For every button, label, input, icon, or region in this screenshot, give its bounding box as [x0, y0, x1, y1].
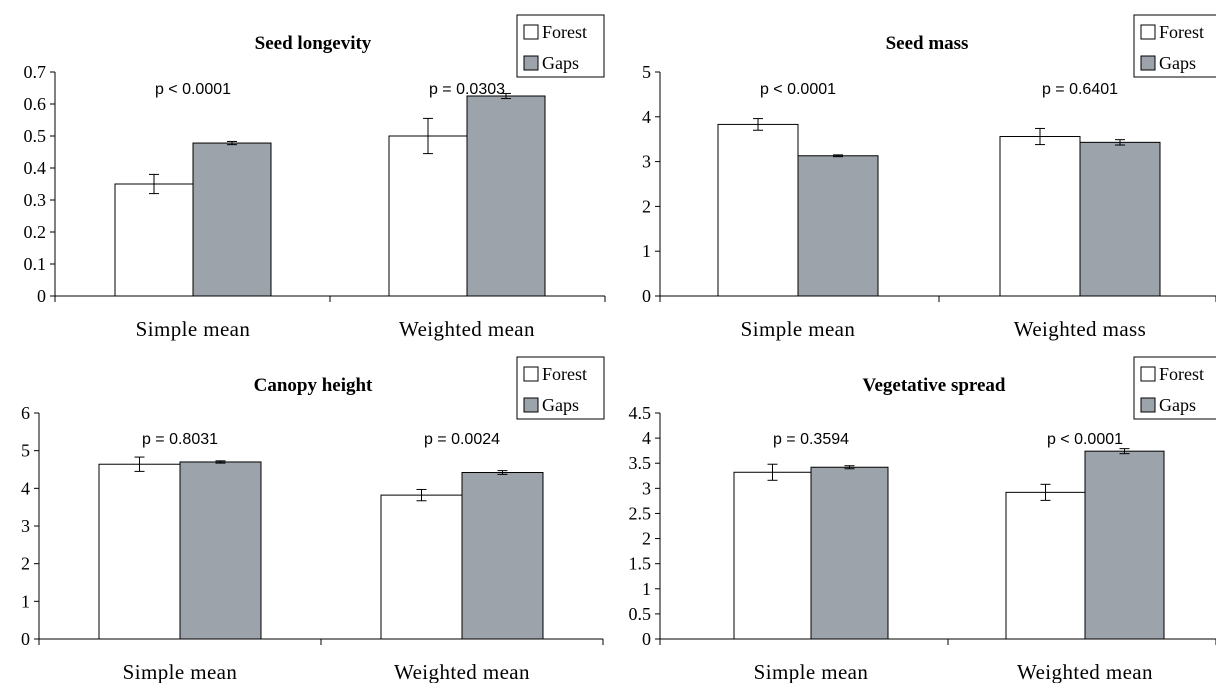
category-label: Weighted mean: [1017, 660, 1153, 683]
y-tick-label: 3: [642, 152, 651, 172]
bar-forest-1: [999, 136, 1081, 297]
category-label: Weighted mean: [394, 660, 530, 683]
legend-swatch-gaps: [1140, 397, 1156, 413]
category-label: Weighted mean: [399, 317, 535, 341]
chart-title: Vegetative spread: [862, 375, 1005, 396]
y-tick-label: 0.7: [24, 62, 47, 82]
bar-forest-0: [717, 123, 799, 297]
legend-label: Gaps: [1159, 395, 1196, 415]
y-tick-label: 1.5: [629, 554, 652, 574]
y-tick-label: 0.2: [24, 222, 47, 242]
bar-forest-1: [1005, 491, 1086, 640]
bar-gaps-1: [461, 472, 544, 640]
p-value-annotation: p < 0.0001: [1047, 431, 1123, 448]
p-value-annotation: p = 0.3594: [773, 431, 849, 448]
y-tick-label: 0.5: [629, 604, 652, 624]
p-value-annotation: p = 0.6401: [1042, 81, 1118, 98]
legend-swatch-gaps: [1140, 55, 1156, 71]
y-tick-label: 0.6: [24, 94, 47, 114]
bar-gaps-1: [1084, 450, 1165, 640]
bar-gaps-1: [466, 95, 546, 297]
legend-label: Forest: [542, 22, 587, 42]
legend-swatch-gaps: [523, 397, 539, 413]
bar-gaps-0: [797, 155, 879, 297]
y-tick-label: 4: [642, 428, 651, 448]
y-tick-label: 0: [21, 629, 30, 649]
bar-gaps-0: [810, 466, 889, 640]
bar-gaps-0: [192, 142, 272, 297]
p-value-annotation: p = 0.0303: [429, 81, 505, 98]
legend-label: Forest: [1159, 22, 1204, 42]
legend-swatch-gaps: [523, 55, 539, 71]
legend-label: Gaps: [542, 53, 579, 73]
bar-gaps-1: [1079, 141, 1161, 297]
y-tick-label: 2.5: [629, 503, 652, 523]
legend-label: Gaps: [542, 395, 579, 415]
bar-forest-1: [380, 494, 463, 640]
y-tick-label: 5: [21, 441, 30, 461]
y-tick-label: 0: [37, 286, 46, 306]
category-label: Weighted mass: [1014, 317, 1146, 341]
bar-forest-0: [114, 183, 194, 297]
y-tick-label: 1: [21, 591, 30, 611]
y-tick-label: 0.5: [24, 126, 47, 146]
y-tick-label: 1: [642, 241, 651, 261]
y-tick-label: 2: [642, 196, 651, 216]
legend-label: Forest: [542, 364, 587, 384]
chart-title: Canopy height: [254, 375, 373, 396]
bar-forest-0: [98, 463, 181, 640]
category-label: Simple mean: [754, 660, 869, 683]
y-tick-label: 4.5: [629, 403, 652, 423]
y-tick-label: 2: [21, 554, 30, 574]
category-label: Simple mean: [136, 317, 251, 341]
p-value-annotation: p = 0.8031: [142, 431, 218, 448]
y-tick-label: 0.3: [24, 190, 47, 210]
y-tick-label: 4: [21, 478, 30, 498]
y-tick-label: 4: [642, 107, 651, 127]
legend-label: Gaps: [1159, 53, 1196, 73]
category-label: Simple mean: [741, 317, 856, 341]
y-tick-label: 0: [642, 629, 651, 649]
y-tick-label: 0.1: [24, 254, 47, 274]
y-tick-label: 3.5: [629, 453, 652, 473]
y-tick-label: 3: [21, 516, 30, 536]
p-value-annotation: p < 0.0001: [760, 81, 836, 98]
legend-swatch-forest: [523, 366, 539, 382]
p-value-annotation: p < 0.0001: [155, 81, 231, 98]
y-tick-label: 1: [642, 579, 651, 599]
y-tick-label: 5: [642, 62, 651, 82]
category-label: Simple mean: [123, 660, 238, 683]
legend-swatch-forest: [1140, 366, 1156, 382]
y-tick-label: 0.4: [24, 158, 47, 178]
chart-title: Seed mass: [886, 33, 969, 54]
legend-swatch-forest: [523, 24, 539, 40]
y-tick-label: 2: [642, 529, 651, 549]
bar-forest-0: [733, 471, 812, 640]
legend-label: Forest: [1159, 364, 1204, 384]
y-tick-label: 0: [642, 286, 651, 306]
y-tick-label: 3: [642, 478, 651, 498]
bar-forest-1: [388, 135, 468, 297]
bar-gaps-0: [179, 461, 262, 640]
legend-swatch-forest: [1140, 24, 1156, 40]
y-tick-label: 6: [21, 403, 30, 423]
p-value-annotation: p = 0.0024: [424, 431, 500, 448]
chart-title: Seed longevity: [255, 33, 372, 54]
